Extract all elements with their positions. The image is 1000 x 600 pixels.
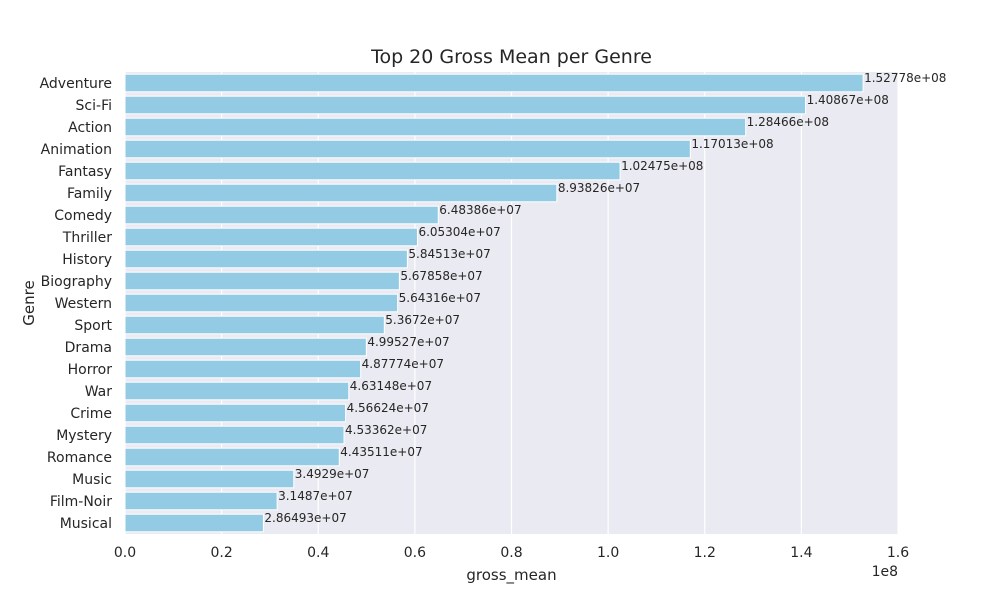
y-tick-label: Fantasy	[58, 164, 112, 180]
bar-fantasy	[124, 161, 621, 181]
y-tick-label: History	[62, 252, 112, 268]
data-label: 4.43511e+07	[340, 445, 422, 459]
y-tick-label: Music	[72, 472, 112, 488]
y-tick-label: Family	[67, 186, 112, 202]
data-label: 6.05304e+07	[418, 225, 500, 239]
bar-musical	[124, 513, 264, 533]
bar-sci-fi	[124, 95, 807, 115]
x-tick-label: 0.0	[114, 545, 136, 561]
x-axis-label: gross_mean	[466, 566, 556, 585]
data-label: 5.3672e+07	[385, 313, 460, 327]
data-label: 1.40867e+08	[807, 93, 889, 107]
y-axis-label: Genre	[20, 280, 38, 325]
x-tick-label: 1.2	[694, 545, 716, 561]
bar-horror	[124, 359, 362, 379]
y-tick-label: Musical	[60, 516, 112, 532]
x-tick-label: 0.8	[500, 545, 522, 561]
data-label: 4.63148e+07	[350, 379, 432, 393]
data-labels: 1.52778e+08 1.40867e+08 1.28466e+08 1.17013…	[264, 71, 946, 525]
bar-drama	[124, 337, 367, 357]
y-tick-label: Animation	[41, 142, 112, 158]
x-tick-labels: 0.0 0.2 0.4 0.6 0.8 1.0 1.2 1.4 1.6	[114, 545, 909, 561]
bar-western	[124, 293, 399, 313]
x-tick-label: 1.6	[887, 545, 909, 561]
y-tick-label: Thriller	[62, 230, 112, 246]
x-tick-label: 0.4	[307, 545, 329, 561]
data-label: 4.87774e+07	[362, 357, 444, 371]
bar-crime	[124, 403, 347, 423]
data-label: 2.86493e+07	[264, 511, 346, 525]
bar-film-noir	[124, 491, 278, 511]
bar-romance	[124, 447, 340, 467]
x-axis-offset-label: 1e8	[872, 564, 898, 580]
data-label: 4.56624e+07	[347, 401, 429, 415]
bar-war	[124, 381, 350, 401]
data-label: 5.84513e+07	[408, 247, 490, 261]
y-tick-label: Sport	[74, 318, 112, 334]
bar-thriller	[124, 227, 418, 247]
y-tick-labels: Adventure Sci-Fi Action Animation Fantasy Fam…	[40, 76, 113, 532]
bar-animation	[124, 139, 691, 159]
bar-sport	[124, 315, 385, 335]
y-tick-label: Mystery	[56, 428, 112, 444]
bar-music	[124, 469, 295, 489]
data-label: 5.64316e+07	[399, 291, 481, 305]
data-label: 1.28466e+08	[747, 115, 829, 129]
x-tick-label: 0.2	[210, 545, 232, 561]
bar-action	[124, 117, 747, 137]
bars	[124, 73, 864, 533]
data-label: 3.1487e+07	[278, 489, 353, 503]
y-tick-label: Crime	[70, 406, 112, 422]
data-label: 8.93826e+07	[558, 181, 640, 195]
y-tick-label: Horror	[68, 362, 113, 378]
x-tick-label: 0.6	[404, 545, 426, 561]
y-tick-label: Western	[55, 296, 112, 312]
data-label: 5.67858e+07	[400, 269, 482, 283]
bar-history	[124, 249, 408, 269]
y-tick-label: Adventure	[40, 76, 112, 92]
chart-title: Top 20 Gross Mean per Genre	[370, 46, 652, 68]
x-tick-label: 1.0	[597, 545, 619, 561]
data-label: 1.52778e+08	[864, 71, 946, 85]
data-label: 1.02475e+08	[621, 159, 703, 173]
y-tick-label: Action	[68, 120, 112, 136]
data-label: 3.4929e+07	[295, 467, 370, 481]
data-label: 4.99527e+07	[367, 335, 449, 349]
bar-family	[124, 183, 558, 203]
y-tick-label: Drama	[65, 340, 112, 356]
bar-mystery	[124, 425, 345, 445]
y-tick-label: Sci-Fi	[76, 98, 112, 114]
y-tick-label: War	[85, 384, 113, 400]
bar-adventure	[124, 73, 864, 93]
data-label: 6.48386e+07	[439, 203, 521, 217]
data-label: 4.53362e+07	[345, 423, 427, 437]
y-tick-label: Biography	[41, 274, 112, 290]
y-tick-label: Film-Noir	[50, 494, 112, 510]
data-label: 1.17013e+08	[691, 137, 773, 151]
x-tick-label: 1.4	[790, 545, 812, 561]
bar-comedy	[124, 205, 439, 225]
y-tick-label: Romance	[47, 450, 112, 466]
y-tick-label: Comedy	[54, 208, 112, 224]
bar-biography	[124, 271, 400, 291]
